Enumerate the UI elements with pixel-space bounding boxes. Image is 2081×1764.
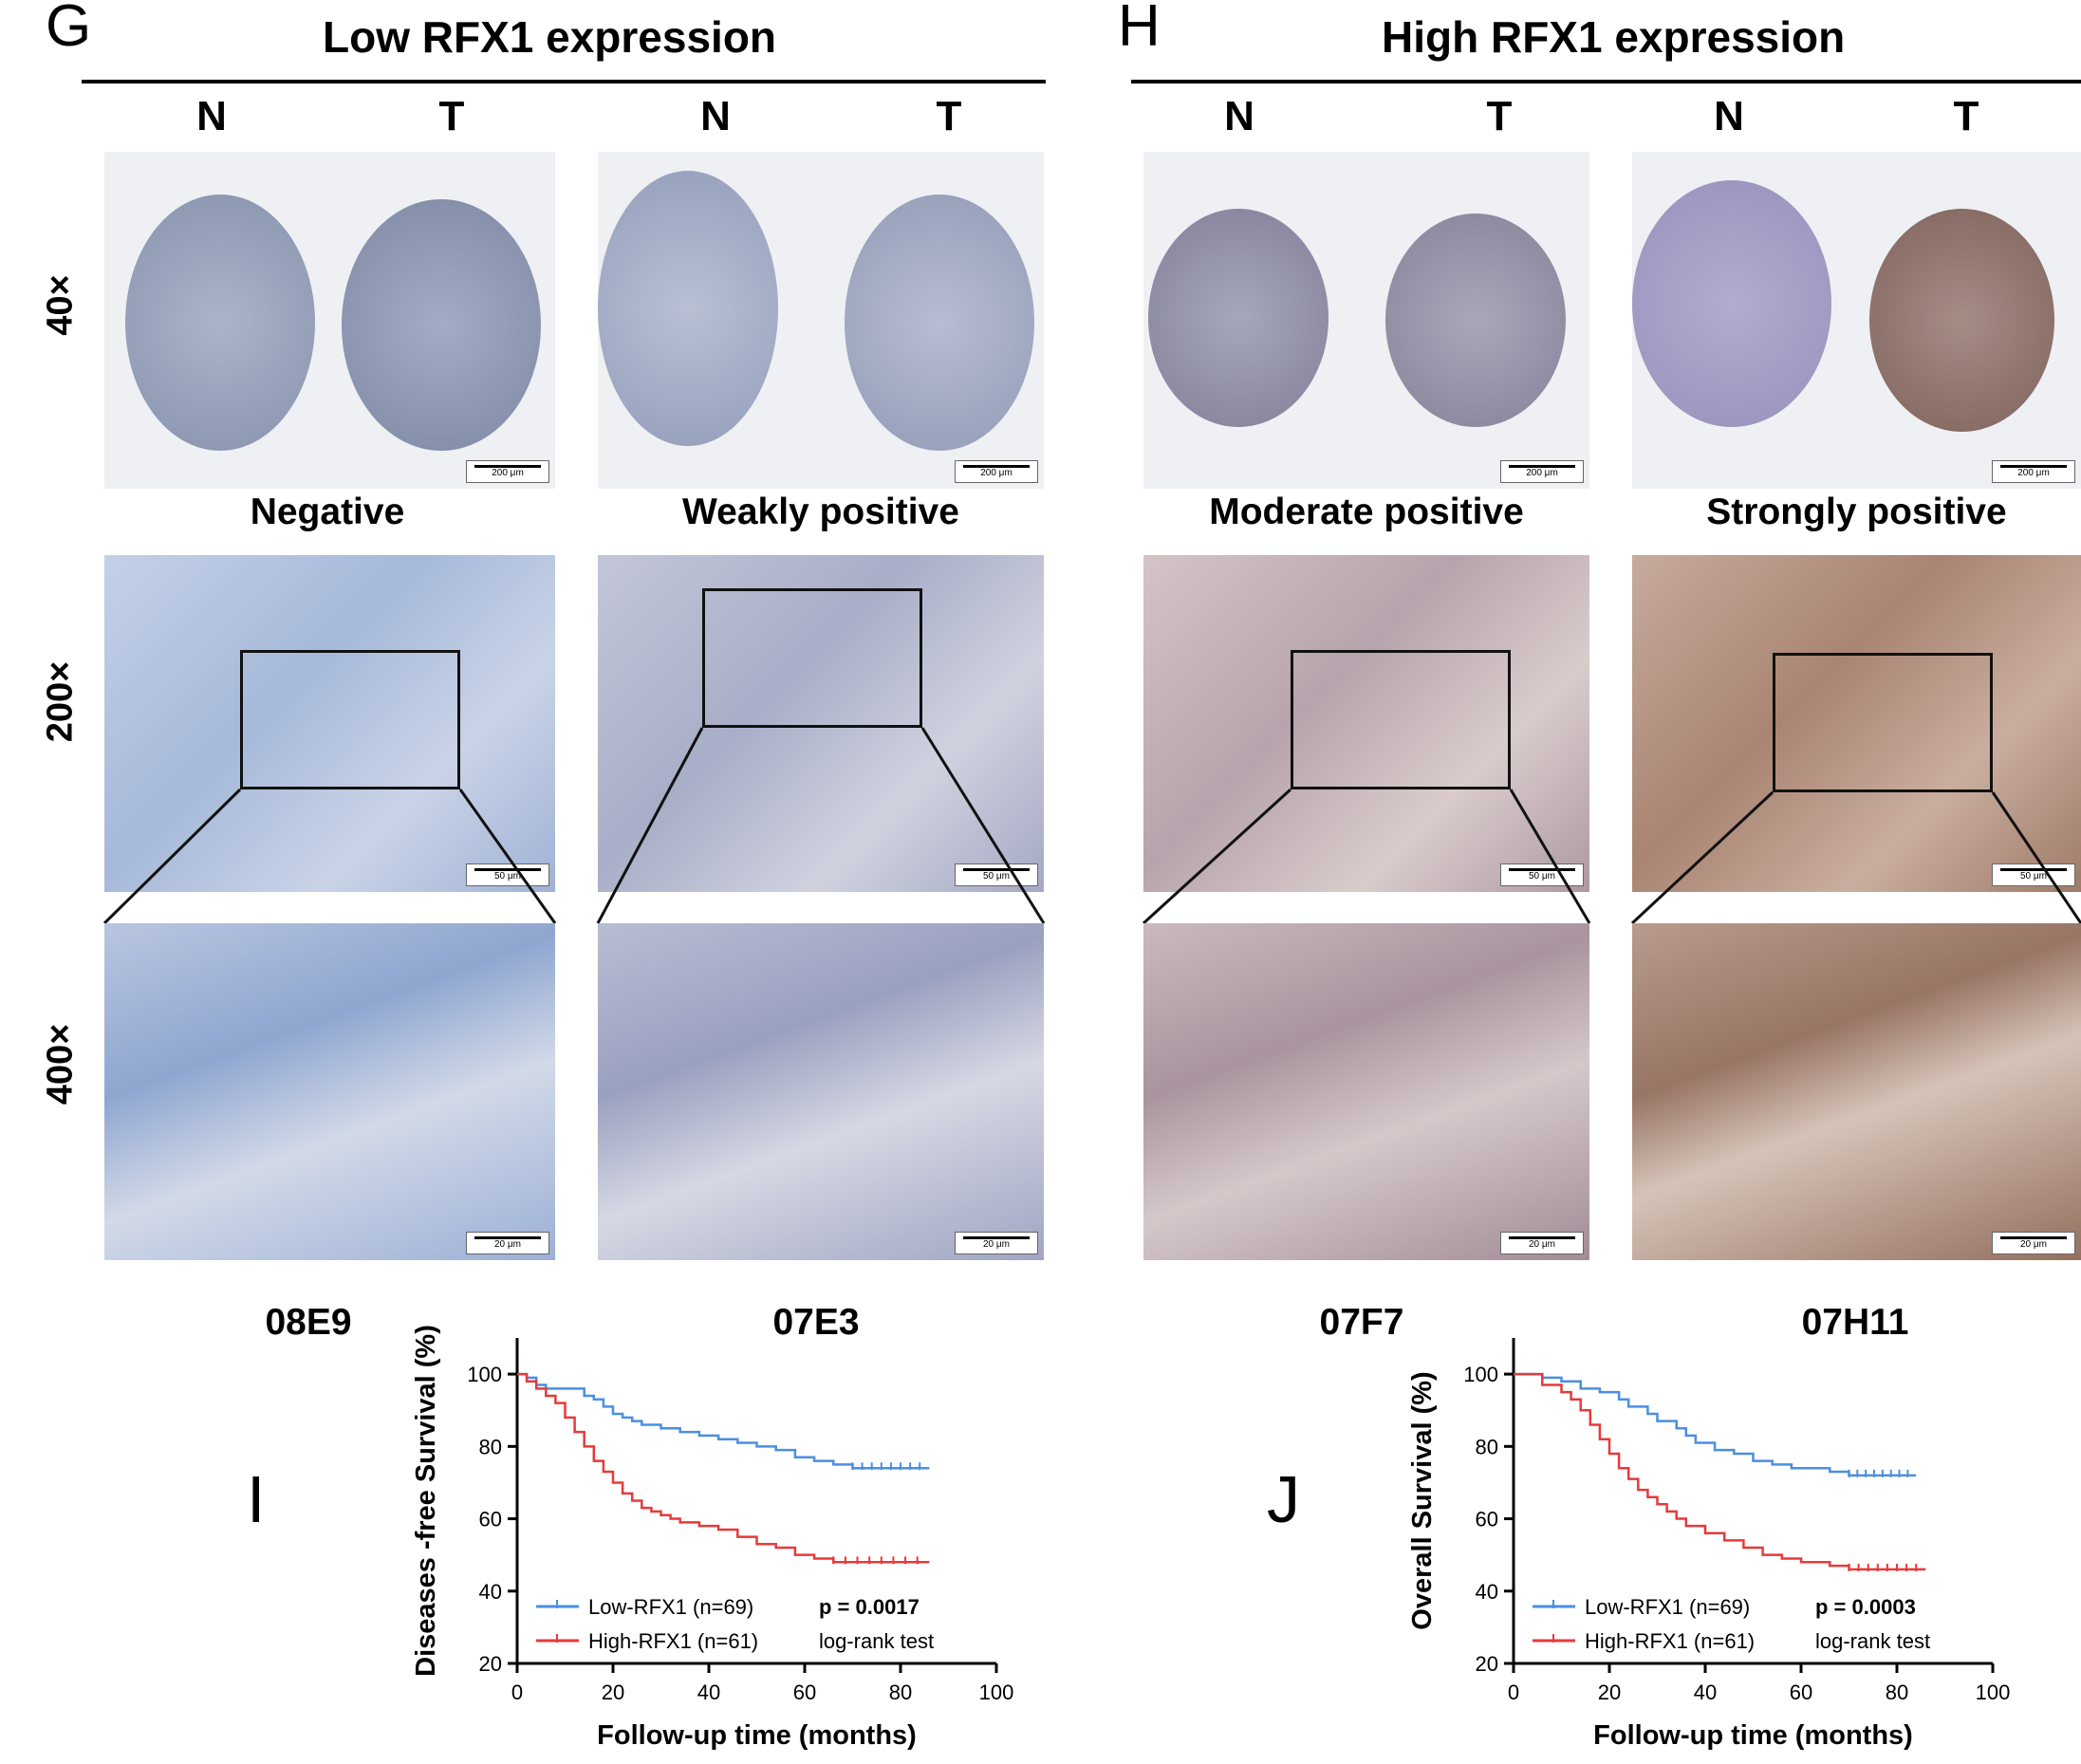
label-t: T (438, 93, 465, 139)
micrograph-40x-moderate: 200 μm (1143, 152, 1589, 489)
survival-curve (517, 1372, 930, 1564)
p-value-text: p = 0.0003 (1815, 1595, 1916, 1619)
scale-bar: 20 μm (955, 1232, 1038, 1254)
y-tick-label: 40 (1476, 1580, 1498, 1604)
label-t: T (1953, 93, 1979, 139)
label-n: N (196, 93, 227, 139)
scale-bar: 50 μm (466, 863, 549, 886)
micrograph-400x-weak: 20 μm (598, 923, 1044, 1260)
region-of-interest-box (1291, 650, 1511, 789)
grade-label-weak: Weakly positive (682, 492, 959, 532)
y-tick-label: 100 (1463, 1363, 1498, 1386)
micrograph-400x-negative: 20 μm (104, 923, 555, 1260)
x-tick-label: 80 (889, 1680, 912, 1704)
x-tick-label: 40 (1694, 1680, 1717, 1704)
y-tick-label: 40 (479, 1580, 502, 1604)
p-value-text: p = 0.0017 (819, 1595, 920, 1619)
survival-curve (517, 1372, 930, 1470)
panel-letter-j: J (1267, 1462, 1300, 1536)
micrograph-400x-strong: 20 μm (1632, 923, 2081, 1260)
y-axis-label: Overall Survival (%) (1407, 1371, 1438, 1629)
legend-label: Low-RFX1 (n=69) (588, 1595, 753, 1619)
scale-bar: 20 μm (1992, 1232, 2075, 1254)
panel-letter-h: H (1118, 0, 1161, 59)
micrograph-200x-moderate: 50 μm (1143, 555, 1589, 892)
x-tick-label: 0 (1508, 1680, 1519, 1704)
survival-curve (1514, 1372, 1917, 1477)
micrograph-200x-weak: 50 μm (598, 555, 1044, 892)
legend-label: Low-RFX1 (n=69) (1585, 1595, 1750, 1619)
scale-bar: 20 μm (466, 1232, 549, 1254)
x-tick-label: 20 (1598, 1680, 1621, 1704)
y-tick-label: 20 (479, 1652, 502, 1676)
panel-g-rule (82, 80, 1046, 84)
y-tick-label: 20 (1476, 1652, 1498, 1676)
micrograph-40x-negative: 200 μm (104, 152, 555, 489)
x-tick-label: 80 (1886, 1680, 1908, 1704)
y-axis-label: Diseases -free Survival (%) (411, 1325, 441, 1677)
scale-bar: 50 μm (955, 863, 1038, 886)
x-axis-label: Follow-up time (months) (1593, 1720, 1913, 1751)
magnification-label-400x: 400× (40, 1023, 81, 1105)
grade-label-strong: Strongly positive (1706, 492, 2007, 532)
label-t: T (1486, 93, 1513, 139)
micrograph-40x-strong: 200 μm (1632, 152, 2081, 489)
scale-bar: 200 μm (1992, 460, 2075, 483)
label-t: T (936, 93, 962, 139)
y-tick-label: 100 (467, 1363, 502, 1386)
panel-letter-i: I (247, 1462, 266, 1536)
y-tick-label: 60 (479, 1508, 502, 1532)
panel-letter-g: G (46, 0, 92, 59)
grade-label-moderate: Moderate positive (1209, 492, 1524, 532)
y-tick-label: 80 (479, 1435, 502, 1458)
km-chart-disease-free: 0 20 40 60 80 100 20 40 60 80 100 Follow-up time (m… (411, 1325, 1014, 1751)
scale-bar: 50 μm (1992, 863, 2075, 886)
panel-h-title: High RFX1 expression (1382, 12, 1846, 62)
region-of-interest-box (702, 588, 922, 728)
x-tick-label: 40 (697, 1680, 720, 1704)
scale-bar: 200 μm (1500, 460, 1584, 483)
x-tick-label: 60 (793, 1680, 816, 1704)
label-n: N (1224, 93, 1254, 139)
x-tick-label: 100 (1976, 1680, 2011, 1704)
statistical-test-label: log-rank test (819, 1629, 934, 1653)
case-id: 07H11 (1801, 1302, 1909, 1343)
case-id: 07F7 (1319, 1302, 1404, 1343)
grade-label-negative: Negative (250, 492, 405, 532)
km-chart-overall: 0 20 40 60 80 100 20 40 60 80 100 Follow-up time (m… (1407, 1338, 2011, 1751)
region-of-interest-box (240, 650, 460, 789)
panel-g-title: Low RFX1 expression (323, 12, 777, 62)
panel-h-rule (1131, 80, 2081, 84)
micrograph-200x-negative: 50 μm (104, 555, 555, 892)
zoom-connectors (102, 727, 2081, 925)
legend-label: High-RFX1 (n=61) (588, 1629, 758, 1653)
scale-bar: 20 μm (1500, 1232, 1584, 1254)
micrograph-200x-strong: 50 μm (1632, 555, 2081, 892)
x-tick-label: 60 (1790, 1680, 1812, 1704)
statistical-test-label: log-rank test (1815, 1629, 1930, 1653)
label-n: N (700, 93, 731, 139)
survival-curve (1514, 1372, 1926, 1571)
x-tick-label: 20 (602, 1680, 624, 1704)
region-of-interest-box (1773, 653, 1993, 792)
y-tick-label: 80 (1476, 1435, 1498, 1458)
legend-label: High-RFX1 (n=61) (1585, 1629, 1755, 1653)
micrograph-400x-moderate: 20 μm (1143, 923, 1589, 1260)
micrograph-40x-weak: 200 μm (598, 152, 1044, 489)
label-n: N (1714, 93, 1744, 139)
scale-bar: 200 μm (466, 460, 549, 483)
scale-bar: 200 μm (955, 460, 1038, 483)
case-id: 08E9 (265, 1302, 352, 1343)
x-tick-label: 0 (511, 1680, 523, 1704)
y-tick-label: 60 (1476, 1508, 1498, 1532)
case-id: 07E3 (772, 1302, 860, 1343)
scale-bar: 50 μm (1500, 863, 1584, 886)
x-tick-label: 100 (979, 1680, 1014, 1704)
x-axis-label: Follow-up time (months) (597, 1720, 917, 1751)
